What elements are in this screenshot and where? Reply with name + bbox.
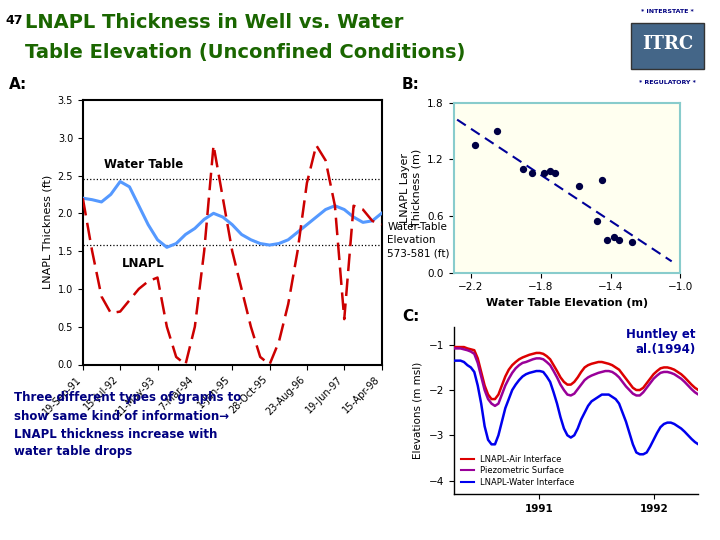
Text: * INTERSTATE *: * INTERSTATE * [642, 9, 694, 14]
X-axis label: Water Table Elevation (m): Water Table Elevation (m) [486, 298, 648, 308]
Y-axis label: LNAPL Layer
Thickness (m): LNAPL Layer Thickness (m) [400, 148, 422, 227]
Point [549, 169, 561, 178]
Text: B:: B: [402, 77, 420, 92]
Point [601, 235, 613, 244]
Y-axis label: Elevations (m msl): Elevations (m msl) [413, 362, 423, 459]
Point [626, 237, 637, 246]
Point [539, 169, 550, 178]
Text: LNAPL: LNAPL [122, 257, 164, 270]
Text: Water Table: Water Table [104, 158, 183, 171]
Text: ITRC: ITRC [642, 35, 693, 53]
Text: Huntley et
al.(1994): Huntley et al.(1994) [626, 328, 696, 356]
Point [596, 176, 608, 184]
Point [492, 126, 503, 135]
Text: 47: 47 [6, 14, 23, 26]
Point [544, 166, 555, 175]
Y-axis label: LNAPL Thickness (ft): LNAPL Thickness (ft) [42, 175, 52, 289]
Legend: LNAPL-Air Interface, Piezometric Surface, LNAPL-Water Interface: LNAPL-Air Interface, Piezometric Surface… [458, 451, 578, 490]
Text: LNAPL Thickness in Well vs. Water: LNAPL Thickness in Well vs. Water [25, 14, 404, 32]
Point [591, 217, 603, 225]
Point [608, 232, 620, 241]
Text: Water-Table
Elevation
573-581 (ft): Water-Table Elevation 573-581 (ft) [387, 222, 450, 259]
Text: Table Elevation (Unconfined Conditions): Table Elevation (Unconfined Conditions) [25, 43, 466, 62]
Point [518, 164, 529, 173]
Text: A:: A: [9, 77, 27, 92]
FancyBboxPatch shape [631, 23, 704, 69]
Text: C:: C: [402, 309, 419, 325]
Text: * REGULATORY *: * REGULATORY * [639, 80, 696, 85]
Point [526, 169, 538, 178]
Text: Three different types of graphs to
show same kind of information→
LNAPL thicknes: Three different types of graphs to show … [14, 392, 242, 458]
Point [613, 235, 625, 244]
Point [573, 181, 585, 190]
Point [469, 141, 480, 150]
